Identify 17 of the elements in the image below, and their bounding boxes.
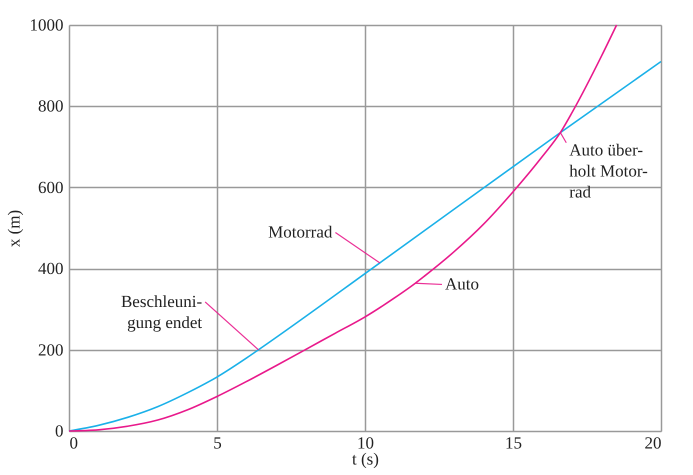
x-tick-label: 5 (213, 434, 222, 452)
y-tick-label: 600 (38, 178, 64, 197)
y-tick-label: 0 (55, 422, 64, 440)
x-tick-label: 0 (70, 434, 78, 452)
annotation: Auto (444, 274, 479, 294)
y-tick-label: 800 (38, 96, 64, 116)
y-tick-label: 1000 (30, 16, 64, 34)
y-axis-title: x (m) (4, 210, 24, 248)
y-tick-label: 400 (38, 259, 64, 278)
y-tick-label: 200 (38, 340, 64, 360)
x-tick-label: 10 (357, 434, 374, 452)
x-axis-title: t (s) (352, 450, 379, 468)
x-tick-label: 15 (505, 434, 522, 452)
annotation: Auto über- holt Motor- rad (569, 140, 648, 202)
annotation: Beschleuni- gung endet (120, 292, 202, 332)
annotation: Motorrad (268, 222, 333, 242)
x-tick-label: 20 (644, 434, 662, 452)
